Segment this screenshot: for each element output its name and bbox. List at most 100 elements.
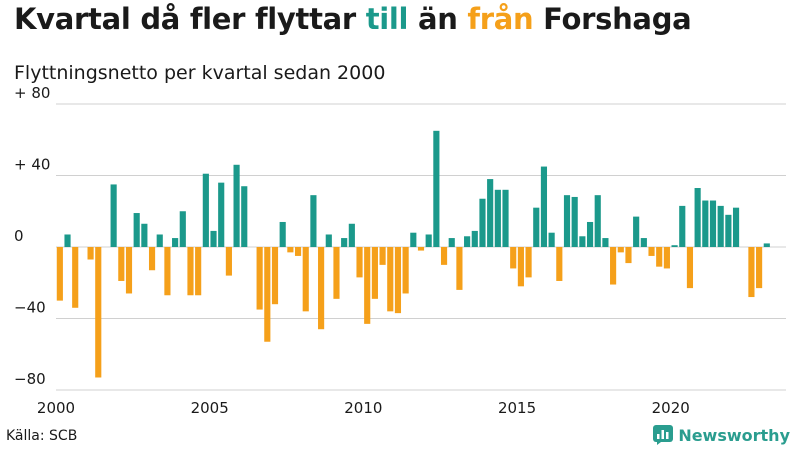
newsworthy-logo: Newsworthy (653, 425, 790, 445)
bar (302, 247, 309, 312)
bar (625, 247, 632, 264)
bar (110, 184, 117, 247)
bar (202, 173, 209, 247)
bar (72, 247, 79, 308)
bar (456, 247, 463, 290)
bar (756, 247, 763, 289)
x-tick-label: 2015 (498, 399, 536, 417)
bar (264, 247, 271, 342)
bar (510, 247, 517, 269)
bar (725, 214, 732, 247)
bar (64, 234, 71, 247)
bar (533, 207, 540, 247)
title-part-3: Forshaga (533, 2, 692, 36)
bars (56, 130, 770, 378)
bar (471, 230, 478, 247)
y-tick-label: −40 (14, 299, 46, 317)
title-word-till: till (365, 2, 409, 36)
bar (195, 247, 202, 296)
bar (172, 238, 179, 247)
bar (279, 221, 286, 247)
bar (586, 221, 594, 247)
bar (548, 232, 555, 247)
bar (594, 195, 601, 247)
bar (348, 223, 355, 247)
bar (125, 247, 133, 294)
bar (341, 238, 348, 247)
bar (502, 189, 509, 247)
bar (440, 247, 448, 265)
bar (425, 234, 432, 247)
bar (763, 243, 770, 247)
bar (210, 230, 217, 247)
bar (271, 247, 279, 305)
source-note: Källa: SCB (6, 428, 78, 444)
bar (702, 200, 709, 247)
axis-labels: −80 −40 0 + 40 + 80 2000 2005 2010 2015 2020 (14, 84, 690, 417)
bar (371, 247, 378, 299)
bar (287, 247, 294, 253)
bar (225, 247, 232, 276)
bar (464, 236, 471, 247)
bar (56, 247, 63, 301)
bar (402, 247, 409, 294)
chart-subtitle: Flyttningsnetto per kvartal sedan 2000 (14, 62, 386, 84)
bar (164, 247, 171, 296)
x-tick-label: 2020 (652, 399, 690, 417)
bar (433, 130, 440, 247)
bar (579, 236, 586, 247)
bar (640, 238, 647, 247)
bar (494, 189, 501, 247)
bar (679, 205, 686, 247)
bar (663, 247, 670, 269)
bar (671, 245, 678, 247)
bar (333, 247, 340, 299)
bar (148, 247, 156, 271)
bar (732, 207, 740, 247)
y-tick-label: + 40 (14, 156, 50, 174)
bar (748, 247, 755, 298)
bar (394, 247, 402, 314)
bar (617, 247, 624, 253)
bar (417, 247, 425, 251)
title-part-2: än (408, 2, 468, 36)
bar (571, 196, 578, 247)
bar (118, 247, 125, 281)
bar (310, 195, 317, 247)
bar (610, 247, 617, 285)
x-tick-label: 2000 (37, 399, 75, 417)
bar (686, 247, 694, 289)
title-part-1: Kvartal då fler flyttar (14, 2, 366, 36)
brand-name: Newsworthy (678, 425, 790, 445)
title-word-fran: från (467, 2, 534, 36)
bar (656, 247, 663, 267)
bar-chart-icon (653, 425, 674, 445)
bar (694, 188, 701, 247)
bar (448, 238, 455, 247)
bar (133, 213, 140, 247)
bar (241, 186, 248, 247)
bar (602, 238, 609, 247)
y-tick-label: −80 (14, 370, 46, 388)
y-tick-label: 0 (14, 227, 24, 245)
bar (717, 205, 724, 247)
bar (95, 247, 102, 378)
bar (87, 247, 94, 260)
bar (294, 247, 302, 256)
x-tick-label: 2005 (191, 399, 229, 417)
bar (387, 247, 394, 312)
bar (709, 200, 717, 247)
y-tick-label: + 80 (14, 84, 50, 102)
bar (410, 232, 417, 247)
bar (525, 247, 532, 278)
bar (364, 247, 371, 324)
bar (563, 195, 571, 247)
bar (187, 247, 194, 296)
bar (256, 247, 263, 310)
bar (218, 182, 225, 247)
chart-title: Kvartal då fler flyttar till än från For… (14, 2, 692, 36)
bar (479, 198, 486, 247)
bar (540, 166, 548, 247)
bar (487, 179, 494, 247)
